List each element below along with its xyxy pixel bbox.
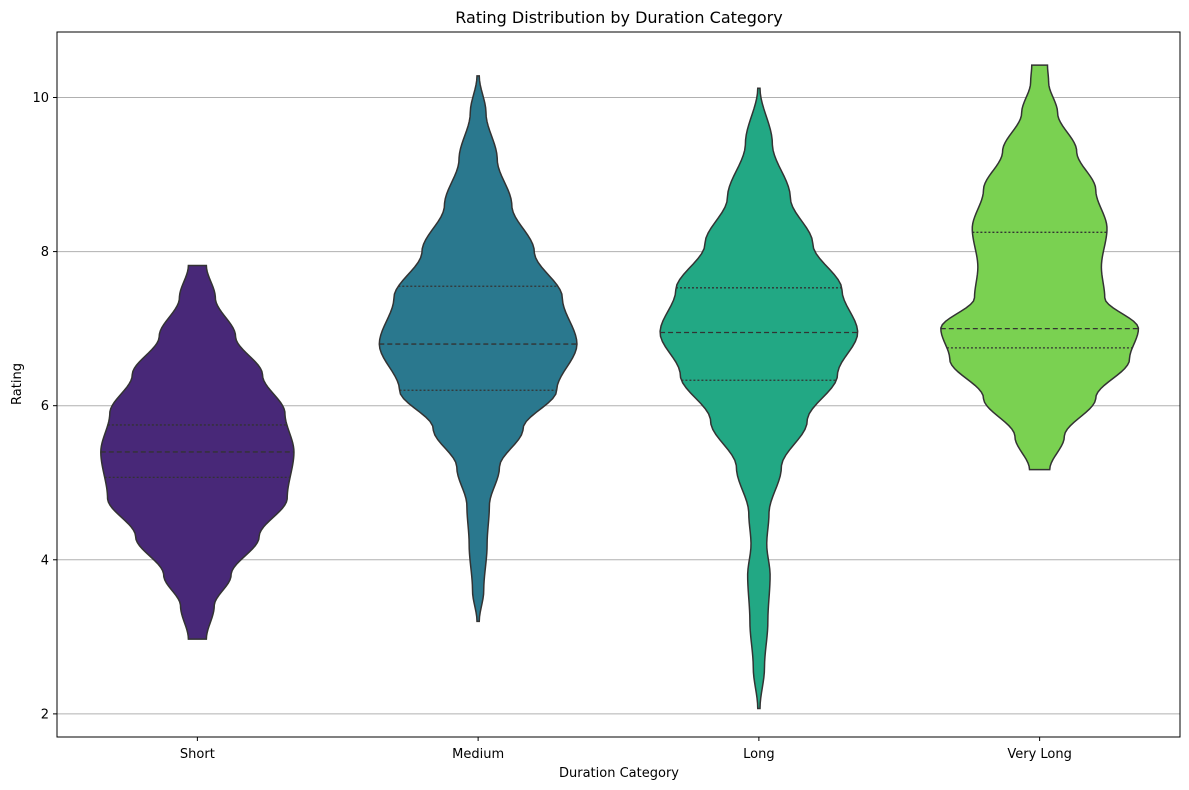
y-tick-label: 2 bbox=[41, 707, 49, 722]
chart-title: Rating Distribution by Duration Category bbox=[455, 8, 782, 27]
x-ticks: Short Medium Long Very Long bbox=[180, 737, 1072, 762]
x-tick-label: Very Long bbox=[1007, 747, 1072, 762]
x-tick-label: Long bbox=[743, 747, 774, 762]
y-tick-label: 10 bbox=[32, 91, 49, 106]
x-tick-label: Short bbox=[180, 747, 215, 762]
violin-short bbox=[100, 264, 295, 640]
violin-long bbox=[659, 87, 859, 710]
y-tick-label: 8 bbox=[41, 245, 49, 260]
violin-body bbox=[659, 87, 859, 710]
violin-body bbox=[940, 64, 1140, 471]
violin-body bbox=[378, 75, 578, 623]
violin-very-long bbox=[940, 64, 1140, 471]
y-ticks: 2 4 6 8 10 bbox=[32, 91, 57, 722]
violins bbox=[100, 64, 1140, 710]
x-tick-label: Medium bbox=[452, 747, 504, 762]
plot-frame bbox=[56, 31, 1181, 738]
y-axis-label: Rating bbox=[10, 363, 25, 405]
y-tick-label: 6 bbox=[41, 399, 49, 414]
x-axis-label: Duration Category bbox=[559, 766, 679, 781]
violin-medium bbox=[378, 75, 578, 623]
y-tick-label: 4 bbox=[41, 553, 49, 568]
